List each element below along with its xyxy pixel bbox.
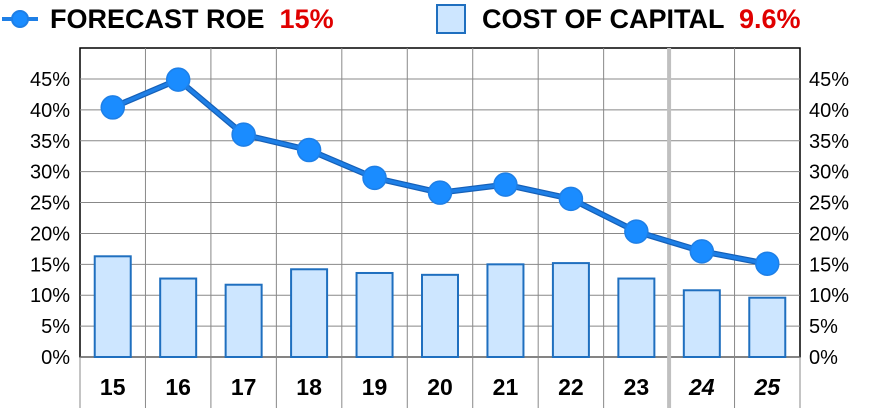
- x-tick-label: 23: [624, 374, 650, 400]
- roe-point: [689, 239, 715, 264]
- y-tick-label-left: 15%: [30, 254, 70, 276]
- x-tick-label: 20: [427, 374, 453, 400]
- bar-cost-of-capital: [224, 283, 263, 358]
- bar-cost-of-capital: [159, 277, 198, 359]
- y-tick-label-left: 45%: [30, 69, 70, 91]
- bar-cost-of-capital: [421, 273, 459, 358]
- bar-cost-of-capital: [486, 263, 525, 359]
- bar-cost-of-capital: [617, 277, 656, 359]
- y-axis-right: 0% 5% 10% 15% 20% 25% 30% 35% 40% 45%: [809, 69, 849, 369]
- x-tick-label: 18: [296, 374, 322, 400]
- bar-cost-of-capital: [748, 296, 787, 358]
- y-tick-label-right: 45%: [809, 69, 849, 91]
- roe-point: [427, 180, 453, 205]
- bar-cost-of-capital: [355, 271, 394, 358]
- roe-point: [755, 251, 780, 276]
- y-tick-label-left: 5%: [41, 316, 70, 338]
- legend-forecast-roe: FORECAST ROE 15%: [50, 2, 334, 36]
- bar-cost-of-capital: [290, 268, 329, 358]
- y-axis-left: 0% 5% 10% 15% 20% 25% 30% 35% 40% 45%: [30, 69, 70, 369]
- roe-point: [100, 95, 125, 120]
- y-tick-label-right: 5%: [809, 316, 838, 338]
- x-tick-label: 22: [558, 374, 584, 400]
- legend-forecast-value: 15%: [279, 4, 334, 34]
- x-tick-label: 24: [688, 374, 715, 400]
- y-tick-label-left: 25%: [30, 193, 70, 215]
- roe-point: [165, 67, 191, 92]
- line-marker-icon: [2, 10, 38, 28]
- y-tick-label-left: 40%: [30, 100, 70, 122]
- x-tick-label: 19: [362, 374, 388, 400]
- legend-cost-of-capital: COST OF CAPITAL 9.6%: [482, 2, 801, 36]
- x-tick-label: 15: [100, 374, 126, 400]
- y-tick-label-left: 0%: [41, 347, 70, 369]
- legend-capital-label: COST OF CAPITAL: [482, 4, 724, 34]
- legend-forecast-label: FORECAST ROE: [50, 4, 265, 34]
- roe-point: [493, 172, 518, 197]
- x-tick-label: 21: [493, 374, 519, 400]
- bar-cost-of-capital: [93, 255, 132, 358]
- roe-point: [296, 137, 322, 163]
- y-tick-label-right: 10%: [809, 285, 849, 307]
- x-tick-label: 25: [753, 374, 781, 400]
- y-tick-label-right: 40%: [809, 100, 849, 122]
- y-tick-label-right: 0%: [809, 347, 838, 369]
- roe-point: [558, 186, 584, 212]
- y-tick-label-right: 35%: [809, 131, 849, 153]
- roe-point: [231, 122, 256, 147]
- bar-cost-of-capital: [551, 262, 590, 358]
- legend: FORECAST ROE 15% COST OF CAPITAL 9.6%: [0, 0, 872, 40]
- bar-cost-of-capital: [682, 289, 721, 358]
- y-tick-label-left: 35%: [30, 131, 70, 153]
- legend-capital-value: 9.6%: [739, 4, 801, 34]
- y-tick-label-left: 10%: [30, 285, 70, 307]
- forecast-roe-line: [100, 67, 780, 276]
- y-tick-label-left: 20%: [30, 223, 70, 245]
- cost-of-capital-bars: [93, 255, 787, 359]
- bar-swatch-icon: [436, 4, 466, 34]
- y-tick-label-right: 30%: [809, 162, 849, 184]
- y-tick-label-right: 15%: [809, 254, 849, 276]
- y-tick-label-left: 30%: [30, 162, 70, 184]
- y-tick-label-right: 20%: [809, 223, 849, 245]
- roe-point: [624, 219, 649, 244]
- x-tick-label: 17: [231, 374, 257, 400]
- y-tick-label-right: 25%: [809, 193, 849, 215]
- x-tick-label: 16: [165, 374, 191, 400]
- roe-point: [362, 165, 387, 191]
- x-axis: 15 16 17 18 19 20 21 22 23 24 25: [100, 374, 781, 400]
